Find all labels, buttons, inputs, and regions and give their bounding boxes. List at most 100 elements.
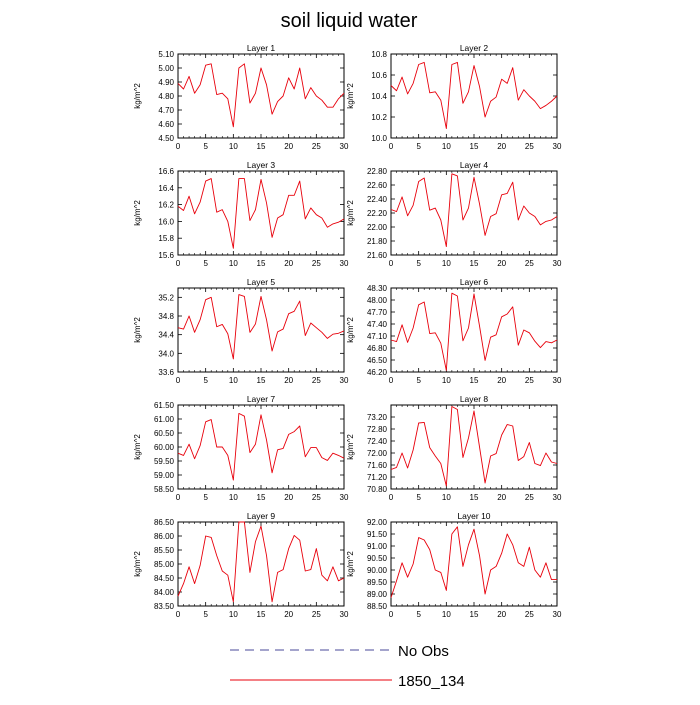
panel-title: Layer 4 [460,160,489,170]
x-tick-label: 0 [389,259,394,268]
series-line-1850-134 [390,406,558,487]
series-line-1850-134 [177,294,345,360]
series-line-1850-134 [177,63,345,128]
x-tick-label: 20 [284,376,293,385]
y-axis-label: kg/m^2 [346,551,355,577]
x-tick-label: 0 [389,610,394,619]
y-tick-label: 16.2 [158,201,174,210]
x-tick-label: 25 [525,142,534,151]
panel-title: Layer 3 [247,160,276,170]
y-tick-label: 10.4 [371,92,387,101]
x-tick-label: 25 [525,493,534,502]
y-tick-label: 15.8 [158,234,174,243]
x-tick-label: 30 [553,142,562,151]
x-tick-label: 5 [203,610,208,619]
panel-grid: Layer 10 5 10 15 20 25 304.504.604.704.804.905… [133,43,562,619]
x-tick-label: 30 [553,376,562,385]
y-tick-label: 4.60 [158,120,174,129]
x-tick-label: 25 [312,142,321,151]
y-tick-label: 47.10 [367,332,388,341]
x-tick-label: 20 [284,610,293,619]
x-tick-label: 10 [229,142,238,151]
x-tick-label: 5 [203,493,208,502]
panel-title: Layer 1 [247,43,276,53]
y-tick-label: 5.00 [158,64,174,73]
x-tick-label: 20 [497,376,506,385]
panel-frame [177,170,345,256]
x-tick-label: 5 [203,259,208,268]
y-tick-label: 21.80 [367,237,388,246]
x-tick-label: 10 [229,259,238,268]
y-tick-label: 35.2 [158,293,174,302]
x-tick-label: 5 [416,493,421,502]
x-tick-label: 30 [553,610,562,619]
panel-frame [390,404,558,490]
x-tick-label: 10 [442,610,451,619]
x-tick-label: 10 [442,259,451,268]
x-tick-label: 0 [389,142,394,151]
x-tick-label: 5 [416,376,421,385]
y-tick-label: 71.60 [367,461,388,470]
panel-title: Layer 10 [457,511,490,521]
x-tick-label: 10 [229,376,238,385]
y-tick-label: 16.6 [158,167,174,176]
panel-layer-9: Layer 9 0 5 10 15 20 25 30 83.50 84.00 84.50 85.00 8… [133,511,349,619]
legend-obs-label: No Obs [398,643,449,660]
y-tick-label: 15.6 [158,251,174,260]
x-tick-label: 5 [416,610,421,619]
x-tick-label: 0 [176,259,181,268]
y-tick-label: 47.70 [367,308,388,317]
x-tick-label: 20 [497,610,506,619]
x-tick-label: 5 [416,259,421,268]
y-tick-label: 48.30 [367,284,388,293]
y-tick-label: 33.6 [158,368,174,377]
series-line-1850-134 [390,526,557,598]
x-tick-label: 30 [553,259,562,268]
panel-layer-5: Layer 5 0 5 10 15 20 25 30 33.6 34.0 34.4 34.8 35.2 k… [133,277,349,385]
x-tick-label: 0 [176,376,181,385]
x-tick-label: 20 [497,493,506,502]
x-tick-label: 30 [340,493,349,502]
x-tick-label: 20 [284,142,293,151]
series-line-1850-134 [390,61,558,130]
figure-title: soil liquid water [281,10,418,32]
x-tick-label: 20 [284,259,293,268]
y-tick-label: 22.20 [367,209,388,218]
panel-layer-10: Layer 10 0 5 10 15 20 25 30 88.50 89.00 89.50 90.00… [346,511,562,619]
x-tick-label: 15 [470,259,479,268]
panel-layer-7: Layer 7 0 5 10 15 20 25 30 58.50 59.00 59.50 60.00 6… [133,394,349,502]
y-tick-label: 60.00 [154,443,175,452]
y-tick-label: 86.50 [154,518,175,527]
panel-layer-2: Layer 2 0 5 10 15 20 25 30 10.0 10.2 10.4 10.6 10.8 k… [346,43,562,151]
x-tick-label: 15 [257,142,266,151]
x-tick-label: 25 [312,610,321,619]
x-tick-label: 20 [284,493,293,502]
x-tick-label: 0 [176,493,181,502]
x-tick-label: 0 [176,142,181,151]
y-tick-label: 91.00 [367,542,388,551]
y-tick-label: 59.00 [154,471,175,480]
x-tick-label: 25 [525,259,534,268]
y-tick-label: 34.4 [158,331,174,340]
y-tick-label: 16.4 [158,184,174,193]
y-tick-label: 72.40 [367,437,388,446]
x-tick-label: 20 [497,142,506,151]
panel-frame [177,53,345,139]
y-tick-label: 70.80 [367,485,388,494]
y-tick-label: 90.50 [367,554,388,563]
y-axis-label: kg/m^2 [346,317,355,343]
legend-model-label: 1850_134 [398,673,465,690]
y-tick-label: 48.00 [367,296,388,305]
y-tick-label: 10.2 [371,113,387,122]
y-tick-label: 46.80 [367,344,388,353]
x-tick-label: 5 [203,142,208,151]
panel-title: Layer 9 [247,511,276,521]
y-tick-label: 61.50 [154,401,175,410]
legend: No Obs 1850_134 [230,643,465,690]
panel-layer-4: Layer 4 0 5 10 15 20 25 30 21.60 21.80 22.00 22.20 2… [346,160,562,268]
y-tick-label: 72.80 [367,425,388,434]
panel-layer-1: Layer 1 0 5 10 15 20 25 30 4.50 4.60 4.70 4.80 4.90 5… [133,43,349,151]
y-tick-label: 85.00 [154,560,175,569]
x-tick-label: 10 [442,142,451,151]
